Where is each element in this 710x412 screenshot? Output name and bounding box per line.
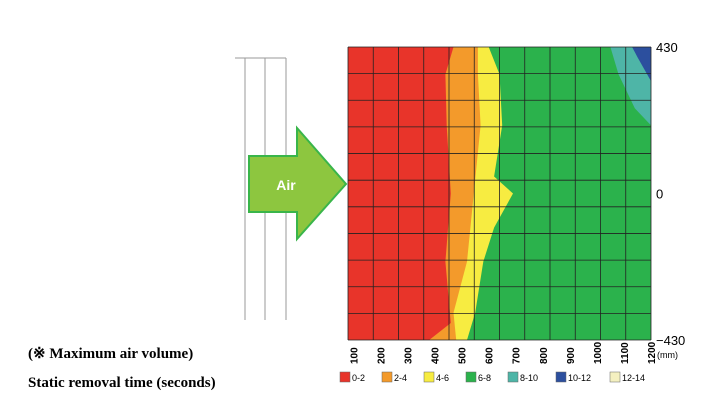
note-max-air-volume: (※ Maximum air volume) (28, 346, 194, 362)
x-tick-label: 1000 (593, 341, 604, 364)
x-tick-label: 700 (512, 347, 523, 364)
legend-swatch (507, 371, 519, 383)
note-static-removal-time: Static removal time (seconds) (28, 375, 216, 391)
x-axis-unit: (mm) (657, 350, 678, 360)
legend-swatch (555, 371, 567, 383)
x-tick-label: 500 (458, 347, 469, 364)
zone-0-2 (348, 47, 454, 340)
x-tick-label: 1100 (620, 342, 631, 364)
legend-swatch (339, 371, 351, 383)
heatmap-grid (347, 46, 652, 341)
x-tick-label: 800 (539, 347, 550, 364)
x-axis-ticks: 100 200 300 400 500 600 700 800 900 1000 1100 1200(… (349, 341, 678, 364)
x-tick-label: 600 (485, 347, 496, 364)
legend: 0-2 2-4 4-6 6-8 8-10 10-12 12-14 (339, 371, 645, 383)
y-tick-label: −430 (656, 333, 685, 348)
x-tick-label: 1200 (647, 341, 658, 364)
legend-label: 12-14 (622, 373, 645, 383)
x-tick-label: 100 (349, 347, 360, 364)
legend-label: 8-10 (520, 373, 538, 383)
air-arrow-label: Air (276, 177, 296, 193)
legend-label: 2-4 (394, 373, 407, 383)
legend-swatch (381, 371, 393, 383)
air-arrow: Air (248, 125, 348, 242)
legend-label: 10-12 (568, 373, 591, 383)
legend-label: 6-8 (478, 373, 491, 383)
legend-swatch (465, 371, 477, 383)
x-tick-label: 300 (404, 347, 415, 364)
legend-label: 0-2 (352, 373, 365, 383)
x-tick-label: 400 (431, 347, 442, 364)
x-tick-label: 200 (377, 347, 388, 364)
y-tick-label: 430 (656, 40, 678, 55)
x-tick-label: 900 (566, 347, 577, 364)
legend-swatch (423, 371, 435, 383)
y-axis-ticks: 430 0 −430 (656, 40, 685, 348)
y-tick-label: 0 (656, 187, 663, 202)
legend-swatch (609, 371, 621, 383)
legend-label: 4-6 (436, 373, 449, 383)
